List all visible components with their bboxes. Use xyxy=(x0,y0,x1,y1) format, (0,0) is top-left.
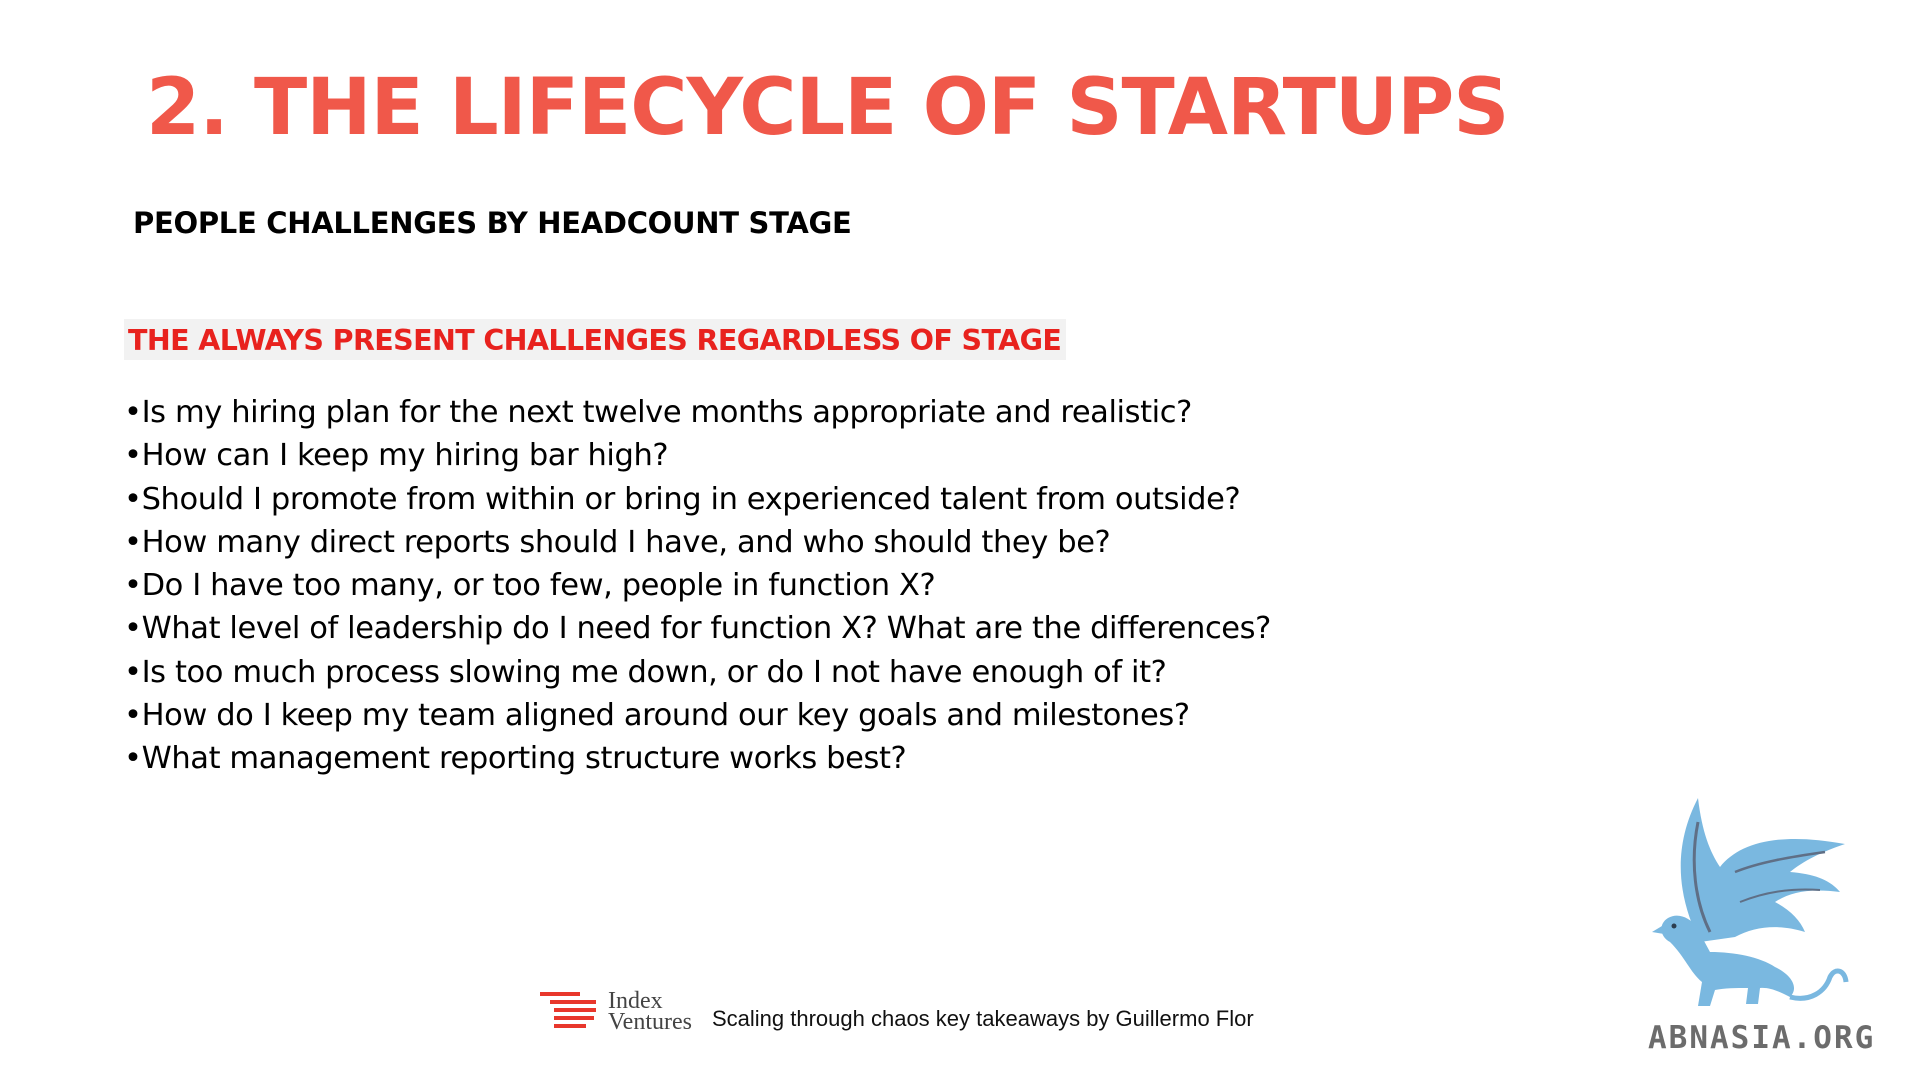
section-heading: THE ALWAYS PRESENT CHALLENGES REGARDLESS… xyxy=(124,319,1067,360)
challenge-item: •How many direct reports should I have, … xyxy=(124,524,1111,560)
challenge-item: •Is my hiring plan for the next twelve m… xyxy=(124,395,1192,430)
slide-footer: Index Ventures Scaling through chaos key… xyxy=(540,988,1254,1036)
brand-line: Index xyxy=(608,988,663,1014)
challenge-item: •Is too much process slowing me down, or… xyxy=(124,654,1167,690)
challenge-item: •What level of leadership do I need for … xyxy=(124,611,1271,647)
slide-title: 2. THE LIFECYCLE OF STARTUPS xyxy=(146,63,1509,153)
griffin-logo-icon xyxy=(1652,798,1849,1006)
challenge-item: •Do I have too many, or too few, people … xyxy=(124,568,936,604)
watermark-text: ABNASIA.ORG xyxy=(1648,1020,1876,1056)
challenge-item: •What management reporting structure wor… xyxy=(124,741,907,777)
brand-line: Ventures xyxy=(608,1009,692,1035)
challenge-item: •Should I promote from within or bring i… xyxy=(124,481,1241,517)
challenge-item: •How can I keep my hiring bar high? xyxy=(124,438,669,474)
index-ventures-logo-icon xyxy=(540,992,596,1028)
slide-subtitle: PEOPLE CHALLENGES BY HEADCOUNT STAGE xyxy=(133,206,852,240)
index-ventures-wordmark: Index Ventures xyxy=(608,988,692,1035)
challenge-item: •How do I keep my team aligned around ou… xyxy=(124,698,1190,734)
footer-credit: Scaling through chaos key takeaways by G… xyxy=(711,1006,1254,1031)
challenge-list: •Is my hiring plan for the next twelve m… xyxy=(124,391,1271,781)
